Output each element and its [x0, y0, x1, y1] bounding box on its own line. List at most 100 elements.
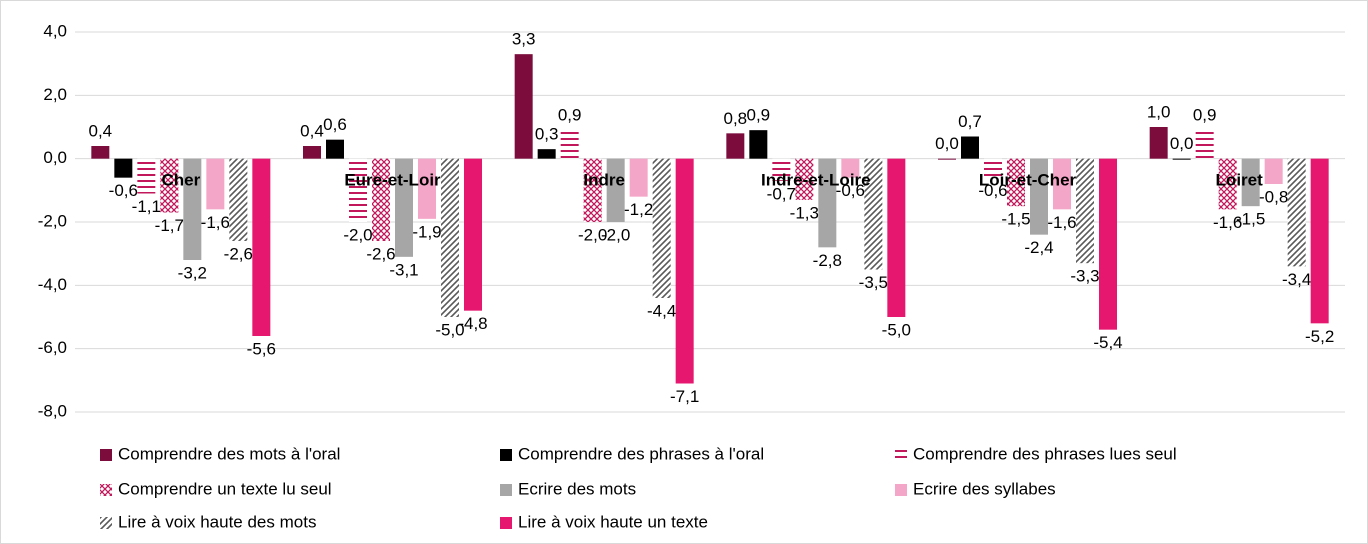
bar	[1287, 158, 1306, 267]
bar	[1241, 158, 1260, 207]
legend-swatch	[500, 449, 512, 461]
data-label: -1,3	[790, 203, 819, 222]
category-label: Cher	[161, 170, 200, 189]
legend-swatch	[100, 449, 112, 461]
data-label: -0,6	[109, 181, 138, 200]
data-label: 0,8	[724, 109, 748, 128]
bar	[961, 136, 979, 159]
data-label: -5,0	[435, 320, 464, 339]
bar	[229, 158, 248, 241]
bar	[652, 158, 671, 298]
data-label: -3,2	[178, 263, 207, 282]
data-label: -1,5	[1001, 210, 1030, 229]
bar	[206, 158, 225, 210]
category-label: Eure-et-Loir	[344, 170, 441, 189]
data-label: -5,6	[247, 339, 276, 358]
data-label: -4,8	[458, 314, 487, 333]
bar	[938, 158, 956, 160]
bar	[183, 158, 202, 260]
data-label: -1,5	[1236, 210, 1265, 229]
data-label: -1,1	[132, 197, 161, 216]
legend-swatch	[100, 517, 112, 529]
data-label: -2,6	[224, 244, 253, 263]
bar	[749, 130, 768, 159]
category-label: Loiret	[1216, 170, 1264, 189]
legend-swatch	[500, 517, 512, 529]
bar	[583, 158, 602, 222]
data-label: -3,3	[1070, 267, 1099, 286]
bar	[252, 158, 271, 336]
data-label: -1,6	[201, 213, 230, 232]
bar	[514, 54, 533, 159]
data-label: -1,6	[1213, 213, 1242, 232]
data-label: -5,0	[882, 320, 911, 339]
data-label: 3,3	[512, 30, 536, 49]
data-label: -0,8	[1259, 187, 1288, 206]
data-label: -1,7	[155, 216, 184, 235]
bar	[441, 158, 459, 317]
data-label: -3,5	[859, 273, 888, 292]
bar	[560, 130, 579, 159]
y-tick-label: -8,0	[38, 401, 67, 420]
legend-swatch	[500, 484, 512, 496]
bar	[1030, 158, 1048, 235]
data-label: -2,0	[578, 225, 607, 244]
bar	[395, 158, 413, 257]
legend-swatch	[895, 449, 907, 461]
y-tick-label: -2,0	[38, 211, 67, 230]
data-label: -2,4	[1024, 238, 1053, 257]
bar	[629, 158, 648, 197]
legend-label: Comprendre des phrases lues seul	[913, 444, 1177, 463]
data-label: -5,2	[1305, 327, 1334, 346]
category-label: Indre	[583, 170, 625, 189]
data-label: -4,4	[647, 301, 676, 320]
data-label: 0,9	[747, 106, 771, 125]
bar	[1007, 158, 1025, 207]
data-label: -2,0	[601, 225, 630, 244]
bar	[887, 158, 906, 317]
bar	[418, 158, 436, 219]
bar	[864, 158, 883, 270]
data-label: 0,0	[935, 134, 959, 153]
y-tick-label: 0,0	[43, 148, 67, 167]
legend-label: Lire à voix haute des mots	[118, 512, 316, 531]
bar	[303, 146, 321, 159]
bar	[537, 149, 556, 159]
data-label: -0,7	[767, 184, 796, 203]
bar	[795, 158, 814, 200]
bar	[91, 146, 110, 159]
bar	[372, 158, 390, 241]
legend-label: Ecrire des mots	[518, 479, 636, 498]
bar	[1053, 158, 1071, 210]
bar	[1099, 158, 1117, 330]
bar	[984, 158, 1002, 178]
bar	[818, 158, 837, 248]
legend-swatch	[100, 484, 112, 496]
bar	[841, 158, 860, 178]
data-label: -1,2	[624, 200, 653, 219]
data-label: 1,0	[1147, 102, 1171, 121]
bar	[1172, 158, 1191, 160]
data-label: 0,6	[323, 115, 347, 134]
bar	[326, 139, 344, 159]
y-tick-label: 2,0	[43, 85, 67, 104]
data-label: -2,0	[343, 225, 372, 244]
data-label: -0,6	[836, 181, 865, 200]
data-label: -2,6	[366, 244, 395, 263]
bar	[1218, 158, 1237, 210]
bar	[1264, 158, 1283, 184]
data-label: -2,8	[813, 251, 842, 270]
data-label: 0,7	[958, 112, 982, 131]
data-label: -3,1	[389, 260, 418, 279]
data-label: -1,6	[1047, 213, 1076, 232]
y-tick-label: -6,0	[38, 338, 67, 357]
bar	[114, 158, 133, 178]
data-label: 0,0	[1170, 134, 1194, 153]
data-label: -5,4	[1093, 333, 1122, 352]
legend-label: Lire à voix haute un texte	[518, 512, 708, 531]
bar	[349, 158, 367, 222]
data-label: 0,9	[1193, 106, 1217, 125]
bar	[772, 158, 791, 181]
bar	[1149, 127, 1168, 159]
